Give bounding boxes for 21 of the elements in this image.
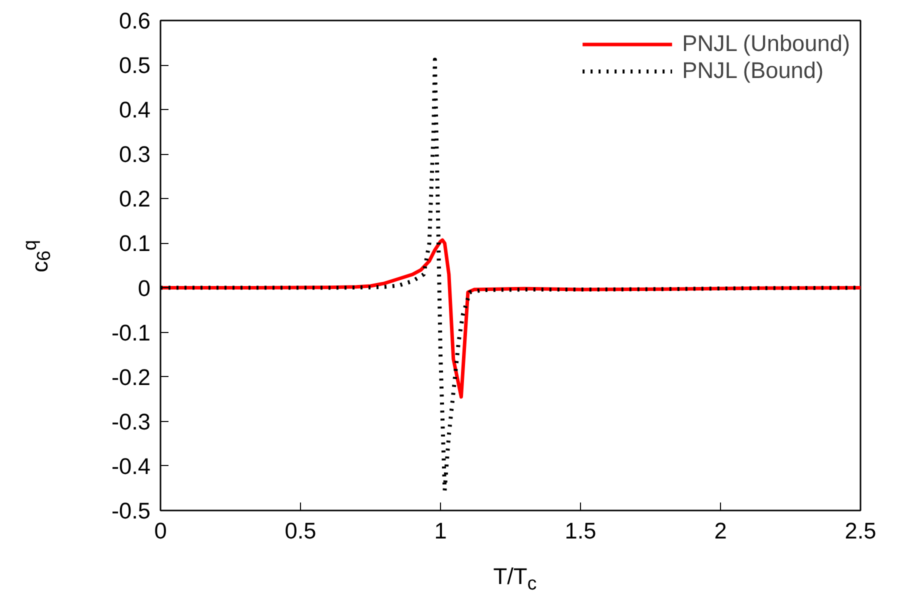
y-tick-label: 0.3 xyxy=(119,141,151,168)
y-tick-label: -0.3 xyxy=(111,408,151,434)
x-tick-label: 0 xyxy=(154,518,167,544)
legend-label: PNJL (Unbound) xyxy=(682,30,850,57)
x-axis-title: T/T$_{c}$ xyxy=(493,562,537,597)
x-tick-label: 2 xyxy=(714,518,727,544)
y-tick-label: -0.2 xyxy=(111,364,151,390)
x-tick-label: 0.5 xyxy=(284,518,316,544)
y-tick-label: 0.4 xyxy=(119,96,151,123)
y-tick-label: 0.6 xyxy=(119,8,151,34)
x-tick-label: 1 xyxy=(434,518,447,544)
y-tick-label: -0.1 xyxy=(111,319,151,346)
y-tick-label: -0.4 xyxy=(111,452,151,479)
y-tick-label: 0.2 xyxy=(119,186,151,212)
legend-label: PNJL (Bound) xyxy=(682,57,824,84)
y-tick-label: 0.5 xyxy=(119,52,151,78)
x-tick-label: 1.5 xyxy=(564,518,596,544)
y-tick-label: -0.5 xyxy=(111,498,151,524)
y-tick-label: 0.1 xyxy=(119,230,151,256)
x-tick-label: 2.5 xyxy=(844,518,876,544)
y-tick-label: 0 xyxy=(138,274,151,301)
